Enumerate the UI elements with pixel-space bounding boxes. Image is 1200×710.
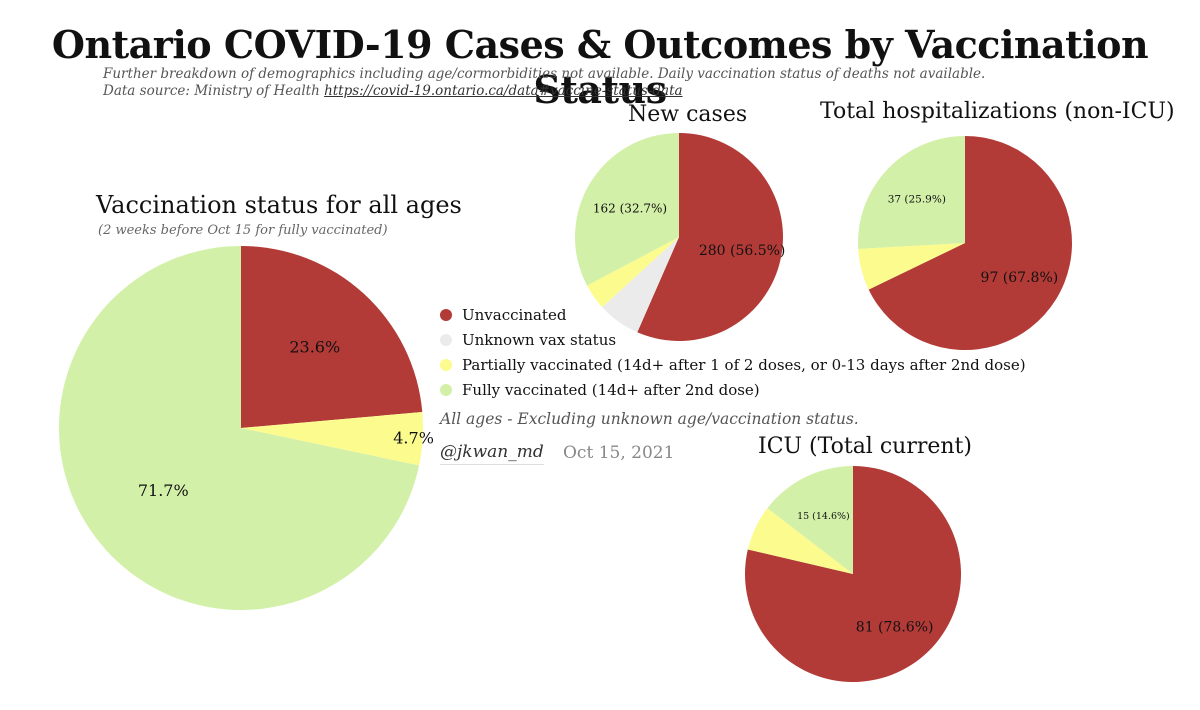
hospitalizations-slice-unvaccinated: [868, 136, 1072, 351]
all-ages-title: Vaccination status for all ages: [96, 191, 462, 219]
legend-label: Fully vaccinated (14d+ after 2nd dose): [462, 380, 760, 399]
legend-label: Partially vaccinated (14d+ after 1 of 2 …: [462, 355, 1026, 374]
legend-label: Unvaccinated: [462, 305, 567, 324]
icu-slice-partial: [747, 508, 853, 574]
hospitalizations-label-unvaccinated: 97 (67.8%): [981, 270, 1059, 286]
legend-item-fully: Fully vaccinated (14d+ after 2nd dose): [440, 377, 1026, 402]
publish-date: Oct 15, 2021: [563, 443, 675, 463]
all-ages-note: (2 weeks before Oct 15 for fully vaccina…: [98, 223, 388, 238]
all-ages-label-unvaccinated: 23.6%: [289, 337, 340, 356]
page-title: Ontario COVID-19 Cases & Outcomes by Vac…: [51, 22, 1149, 112]
icu-title: ICU (Total current): [758, 434, 972, 459]
legend-item-unvaccinated: Unvaccinated: [440, 302, 1026, 327]
legend-swatch: [440, 333, 452, 346]
new-cases-slice-unknown: [602, 237, 679, 333]
hospitalizations-slice-fully: [858, 136, 965, 249]
footnote: All ages - Excluding unknown age/vaccina…: [440, 410, 859, 428]
hospitalizations-title: Total hospitalizations (non-ICU): [820, 99, 1175, 124]
all-ages-slice-fully: [58, 246, 420, 610]
new-cases-slice-unvaccinated: [637, 133, 784, 341]
legend-swatch: [440, 308, 452, 321]
legend-item-unknown: Unknown vax status: [440, 327, 1026, 352]
new-cases-title: New cases: [628, 102, 748, 127]
icu-label-unvaccinated: 81 (78.6%): [856, 619, 934, 635]
new-cases-label-fully: 162 (32.7%): [593, 201, 667, 215]
all-ages-slice-unvaccinated: [241, 246, 423, 428]
subtitle-source: Data source: Ministry of Health https://…: [103, 83, 985, 100]
legend-item-partial: Partially vaccinated (14d+ after 1 of 2 …: [440, 352, 1026, 377]
hospitalizations-slice-partial: [858, 243, 965, 290]
new-cases-slice-fully: [575, 133, 679, 286]
source-link[interactable]: https://covid-19.ontario.ca/data#vaccine…: [324, 83, 683, 99]
legend-swatch: [440, 383, 452, 396]
hospitalizations-label-fully: 37 (25.9%): [888, 193, 946, 205]
all-ages-label-partial: 4.7%: [393, 428, 434, 447]
all-ages-slice-partial: [241, 412, 423, 466]
icu-label-fully: 15 (14.6%): [797, 511, 850, 522]
subtitle: Further breakdown of demographics includ…: [103, 66, 985, 100]
legend: Unvaccinated Unknown vax status Partiall…: [440, 302, 1026, 402]
new-cases-slice-partial: [587, 237, 679, 308]
legend-swatch: [440, 358, 452, 371]
author-handle[interactable]: @jkwan_md: [440, 442, 544, 465]
icu-slice-fully: [767, 466, 853, 574]
legend-label: Unknown vax status: [462, 330, 617, 349]
source-label: Data source: Ministry of Health: [103, 83, 325, 99]
subtitle-note: Further breakdown of demographics includ…: [103, 66, 986, 82]
all-ages-label-fully: 71.7%: [138, 481, 189, 500]
new-cases-label-unvaccinated: 280 (56.5%): [699, 243, 786, 259]
